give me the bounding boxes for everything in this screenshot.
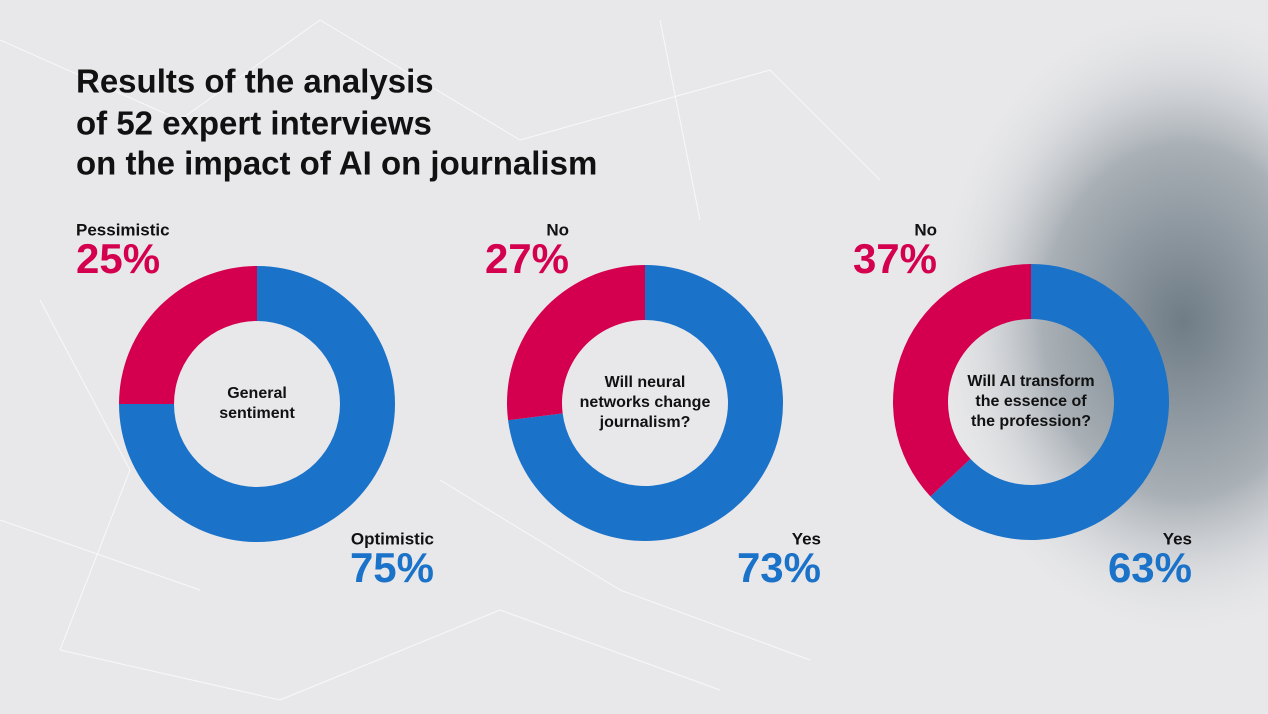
- value-label: 75%: [350, 544, 434, 591]
- value-label: 63%: [1108, 544, 1192, 591]
- category-label: No: [914, 220, 937, 239]
- value-label: 25%: [76, 235, 160, 282]
- donut-segment: [508, 265, 783, 541]
- title-line: Results of the analysis: [76, 63, 434, 100]
- value-label: 73%: [737, 544, 821, 591]
- face-shade: [700, 0, 1268, 714]
- donut-segment: [892, 264, 1031, 497]
- category-label: Optimistic: [351, 529, 434, 548]
- title-line: on the impact of AI on journalism: [76, 145, 597, 182]
- donut-segment: [119, 266, 395, 542]
- category-label: Yes: [792, 529, 821, 548]
- donut-segment: [119, 266, 257, 404]
- donut-segment: [507, 265, 645, 421]
- center-label: the essence of: [975, 393, 1087, 410]
- center-label: Will AI transform: [967, 373, 1094, 390]
- center-label: networks change: [580, 394, 711, 411]
- center-label: the profession?: [971, 413, 1091, 430]
- category-label: No: [546, 220, 569, 239]
- donut-segment: [930, 264, 1170, 540]
- category-label: Pessimistic: [76, 220, 170, 239]
- category-label: Yes: [1163, 529, 1192, 548]
- center-label: General: [227, 385, 287, 402]
- title-line: of 52 expert interviews: [76, 105, 432, 142]
- network-lines: [0, 19, 881, 701]
- value-label: 27%: [485, 235, 569, 282]
- center-label: journalism?: [599, 414, 691, 431]
- value-label: 37%: [853, 235, 937, 282]
- center-label: Will neural: [605, 374, 686, 391]
- center-label: sentiment: [219, 405, 295, 422]
